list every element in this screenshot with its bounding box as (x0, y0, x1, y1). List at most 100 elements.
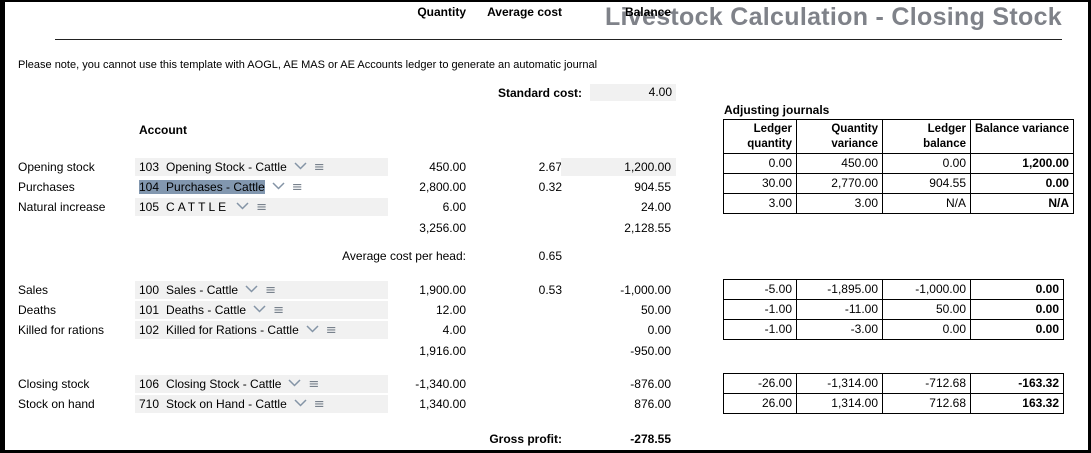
adj-header-quantity-variance: Quantity variance (796, 119, 883, 154)
chevron-down-icon[interactable] (306, 321, 319, 339)
average-cost-value: 2.67 (538, 160, 562, 174)
adj-row: -1.00 -11.00 50.00 0.00 (723, 299, 1064, 320)
adjusting-journals-table-closing: -26.00 -1,314.00 -712.68 -163.32 26.00 1… (723, 373, 1064, 414)
adj-cell: -11.00 (796, 299, 883, 320)
adj-cell: 904.55 (882, 173, 971, 194)
adj-cell: 30.00 (723, 173, 797, 194)
row-label: Stock on hand (18, 397, 95, 411)
menu-icon[interactable]: ≡ (313, 160, 325, 175)
menu-icon[interactable]: ≡ (265, 283, 276, 298)
adj-cell: 2,770.00 (796, 173, 883, 194)
adj-cell: 1,200.00 (970, 153, 1074, 174)
total-balance: 2,128.55 (624, 221, 671, 235)
row-label: Natural increase (18, 200, 106, 214)
template-note: Please note, you cannot use this templat… (18, 59, 598, 71)
quantity-value: 4.00 (442, 323, 466, 337)
adjusting-journals-table-opening: Ledger quantity Quantity variance Ledger… (723, 119, 1074, 214)
total-quantity: 3,256.00 (419, 221, 466, 235)
row-gross-profit: Gross profit: -278.55 (5, 429, 1088, 449)
account-select[interactable]: 101 Deaths - Cattle ≡ (135, 301, 388, 319)
column-header-average-cost: Average cost (487, 5, 562, 19)
row-closing-stock: Closing stock 106 Closing Stock - Cattle ≡… (5, 374, 1088, 394)
account-select[interactable]: 105 CATTLE ≡ (135, 198, 388, 216)
balance-value: 0.00 (647, 323, 671, 337)
menu-icon[interactable]: ≡ (273, 303, 284, 318)
adj-row: -26.00 -1,314.00 -712.68 -163.32 (723, 373, 1064, 394)
standard-cost-field[interactable]: 4.00 (590, 84, 676, 101)
adj-row: 26.00 1,314.00 712.68 163.32 (723, 393, 1064, 414)
gross-profit-value: -278.55 (630, 432, 671, 446)
adj-cell: 0.00 (970, 319, 1064, 340)
adj-cell: N/A (970, 193, 1074, 214)
average-cost-value: 0.32 (538, 180, 562, 194)
adj-row: 3.00 3.00 N/A N/A (723, 193, 1074, 214)
balance-value: -876.00 (630, 377, 671, 391)
menu-icon[interactable]: ≡ (291, 180, 303, 195)
adj-row: 30.00 2,770.00 904.55 0.00 (723, 173, 1074, 194)
column-header-balance: Balance (624, 5, 671, 19)
account-select[interactable]: 106 Closing Stock - Cattle ≡ (135, 375, 388, 393)
adjusting-journals-heading: Adjusting journals (724, 103, 830, 117)
account-text: 101 Deaths - Cattle (139, 303, 247, 317)
adj-header-balance-variance: Balance variance (970, 119, 1074, 154)
account-text: 100 Sales - Cattle (139, 283, 239, 297)
balance-value: 904.55 (634, 180, 671, 194)
menu-icon[interactable]: ≡ (308, 377, 320, 392)
adj-row: 0.00 450.00 0.00 1,200.00 (723, 153, 1074, 174)
row-disposals-total: 1,916.00 -950.00 (5, 341, 1088, 361)
quantity-value: 1,900.00 (419, 283, 466, 297)
menu-icon[interactable]: ≡ (313, 397, 325, 412)
title-divider (55, 39, 1062, 40)
adj-cell: 0.00 (970, 299, 1064, 320)
balance-value: -1,000.00 (620, 283, 671, 297)
quantity-value: 1,340.00 (419, 397, 466, 411)
chevron-down-icon[interactable] (236, 198, 249, 216)
adj-row: -1.00 -3.00 0.00 0.00 (723, 319, 1064, 340)
account-text: 106 Closing Stock - Cattle (139, 377, 282, 391)
quantity-value: -1,340.00 (415, 377, 466, 391)
menu-icon[interactable]: ≡ (256, 200, 268, 215)
balance-value: 876.00 (634, 397, 671, 411)
account-select[interactable]: 710 Stock on Hand - Cattle ≡ (135, 395, 388, 413)
adj-cell: 0.00 (970, 279, 1064, 300)
row-stock-on-hand: Stock on hand 710 Stock on Hand - Cattle ≡… (5, 394, 1088, 414)
total-quantity: 1,916.00 (419, 344, 466, 358)
adj-cell: 26.00 (723, 393, 797, 414)
balance-field[interactable]: 1,200.00 (561, 158, 676, 176)
account-select[interactable]: 100 Sales - Cattle ≡ (135, 281, 388, 299)
chevron-down-icon[interactable] (253, 301, 266, 319)
adjusting-journals-table-disposals: -5.00 -1,895.00 -1,000.00 0.00 -1.00 -11… (723, 279, 1064, 340)
adj-cell: -1,000.00 (882, 279, 971, 300)
adj-cell: N/A (882, 193, 971, 214)
adj-header-ledger-balance: Ledger balance (882, 119, 971, 154)
account-select[interactable]: 102 Killed for Rations - Cattle ≡ (135, 321, 388, 339)
account-select[interactable]: 104 Purchases - Cattle ≡ (135, 178, 388, 196)
chevron-down-icon[interactable] (294, 395, 307, 413)
chevron-down-icon[interactable] (245, 281, 258, 299)
chevron-down-icon[interactable] (294, 158, 307, 176)
adj-cell: 3.00 (723, 193, 797, 214)
row-killed-for-rations: Killed for rations 102 Killed for Rations… (5, 320, 1088, 340)
adj-cell: 163.32 (970, 393, 1064, 414)
account-select[interactable]: 103 Opening Stock - Cattle ≡ (135, 158, 388, 176)
row-label: Deaths (18, 303, 57, 317)
quantity-value: 2,800.00 (419, 180, 466, 194)
adj-cell: 0.00 (723, 153, 797, 174)
column-header-quantity: Quantity (417, 5, 466, 19)
adj-cell: 0.00 (970, 173, 1074, 194)
menu-icon[interactable]: ≡ (325, 323, 337, 338)
account-text: 710 Stock on Hand - Cattle (139, 397, 287, 411)
chevron-down-icon[interactable] (288, 375, 301, 393)
account-text: 102 Killed for Rations - Cattle (139, 323, 299, 337)
adj-cell: -3.00 (796, 319, 883, 340)
row-sales: Sales 100 Sales - Cattle ≡ 1,900.00 0.53 -… (5, 280, 1088, 300)
account-text: 103 Opening Stock - Cattle (139, 160, 287, 174)
total-balance: -950.00 (630, 344, 671, 358)
adj-cell: -712.68 (882, 373, 971, 394)
adj-cell: -5.00 (723, 279, 797, 300)
adj-cell: 3.00 (796, 193, 883, 214)
adj-cell: -1.00 (723, 299, 797, 320)
avg-cost-per-head-value: 0.65 (538, 249, 562, 263)
chevron-down-icon[interactable] (272, 178, 285, 196)
row-label: Closing stock (18, 377, 90, 391)
